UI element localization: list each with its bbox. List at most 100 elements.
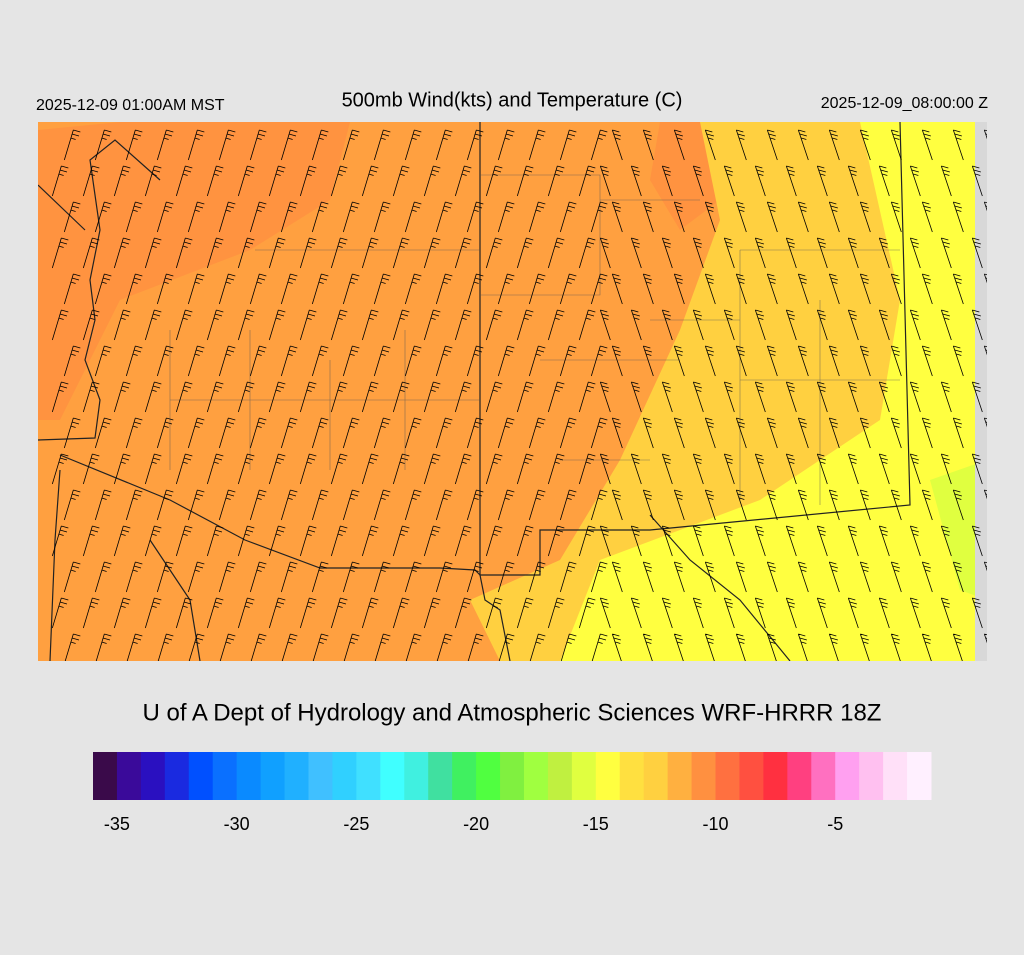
wind-barb [828, 201, 840, 233]
wind-barb [373, 489, 391, 521]
wind-barb [466, 273, 484, 305]
wind-barb [268, 309, 286, 341]
wind-barb [392, 237, 410, 269]
wind-barb [940, 381, 952, 413]
wind-barb [828, 417, 840, 449]
wind-barb [218, 345, 236, 377]
wind-barb [704, 273, 716, 305]
wind-barb [971, 525, 983, 557]
wind-barb [219, 633, 236, 661]
wind-barb [785, 597, 797, 629]
wind-barb [816, 309, 828, 341]
wind-barb [590, 417, 608, 449]
valid-time: 2025-12-09 01:00AM MST [36, 97, 225, 114]
wind-barb [497, 489, 515, 521]
wind-barb [766, 561, 778, 593]
color-box [571, 752, 597, 800]
wind-barb [828, 273, 840, 305]
wind-barb [673, 633, 684, 661]
wind-barb [187, 489, 205, 521]
wind-barb [156, 273, 174, 305]
wind-barb [630, 525, 642, 557]
colorbar: -35 -30 -25 -20 -15 -10 -5 [93, 752, 932, 834]
wind-barb [723, 309, 735, 341]
wind-barb [268, 237, 286, 269]
wind-barb [611, 273, 623, 305]
wind-barb [373, 273, 391, 305]
wind-barb [82, 597, 100, 629]
wind-barb [311, 201, 329, 233]
wind-barb [175, 309, 193, 341]
wind-barb [206, 165, 224, 197]
wind-barb [175, 525, 193, 557]
wind-barb [423, 237, 441, 269]
wind-barb [237, 525, 255, 557]
wind-barb [113, 237, 131, 269]
wind-barb [735, 417, 747, 449]
wind-barb [890, 273, 902, 305]
wind-barb [485, 309, 503, 341]
wind-barb [94, 345, 112, 377]
wind-barb [94, 417, 112, 449]
wind-barb [971, 237, 983, 269]
wind-barb [175, 165, 193, 197]
wind-barb [342, 345, 360, 377]
wind-barb [156, 201, 174, 233]
wind-barb [735, 345, 747, 377]
wind-barb [547, 381, 565, 413]
wind-barb [311, 489, 329, 521]
wind-barb [878, 309, 890, 341]
wind-barb [280, 417, 298, 449]
wind-barb [528, 417, 546, 449]
wind-barb [816, 165, 828, 197]
wind-barb [692, 453, 704, 485]
no-data [975, 122, 987, 661]
wind-barb [63, 417, 81, 449]
colorbar-tick-label: -35 [104, 814, 130, 834]
wind-barb [268, 453, 286, 485]
wind-barb [280, 129, 298, 161]
wind-barb [187, 273, 205, 305]
wind-barb [144, 525, 162, 557]
wind-barb [125, 489, 143, 521]
wind-barb [175, 237, 193, 269]
wind-barb [392, 165, 410, 197]
wind-barb [280, 561, 298, 593]
wind-barb [890, 633, 901, 661]
wind-barb [816, 597, 828, 629]
wind-barb [435, 489, 453, 521]
wind-barb [467, 633, 484, 661]
warm-region [930, 460, 987, 600]
wind-barb [754, 309, 766, 341]
wind-barb [454, 237, 472, 269]
wind-barb [374, 633, 391, 661]
wind-barb [921, 561, 933, 593]
wind-barb [599, 165, 611, 197]
wind-barb [909, 597, 921, 629]
wind-barb [692, 381, 704, 413]
color-box [428, 752, 453, 800]
wind-barb [299, 237, 317, 269]
wind-barb [466, 561, 484, 593]
wind-barb [766, 417, 778, 449]
wind-barb [971, 453, 983, 485]
wind-barb [785, 165, 797, 197]
wind-barb [404, 201, 422, 233]
wind-barb [94, 273, 112, 305]
borders [38, 122, 911, 661]
wind-barb [630, 381, 642, 413]
wind-barb [952, 417, 964, 449]
wind-barb [661, 309, 673, 341]
wind-barb [578, 453, 596, 485]
wind-barb [599, 597, 611, 629]
wind-barb [692, 597, 704, 629]
wind-barb [735, 561, 747, 593]
wind-barb [547, 237, 565, 269]
wind-barb [560, 633, 577, 661]
wind-barb [187, 129, 205, 161]
wind-barb [661, 525, 673, 557]
wind-barb [144, 381, 162, 413]
wind-barb [63, 201, 81, 233]
wind-barb [392, 525, 410, 557]
wind-barb [952, 561, 964, 593]
